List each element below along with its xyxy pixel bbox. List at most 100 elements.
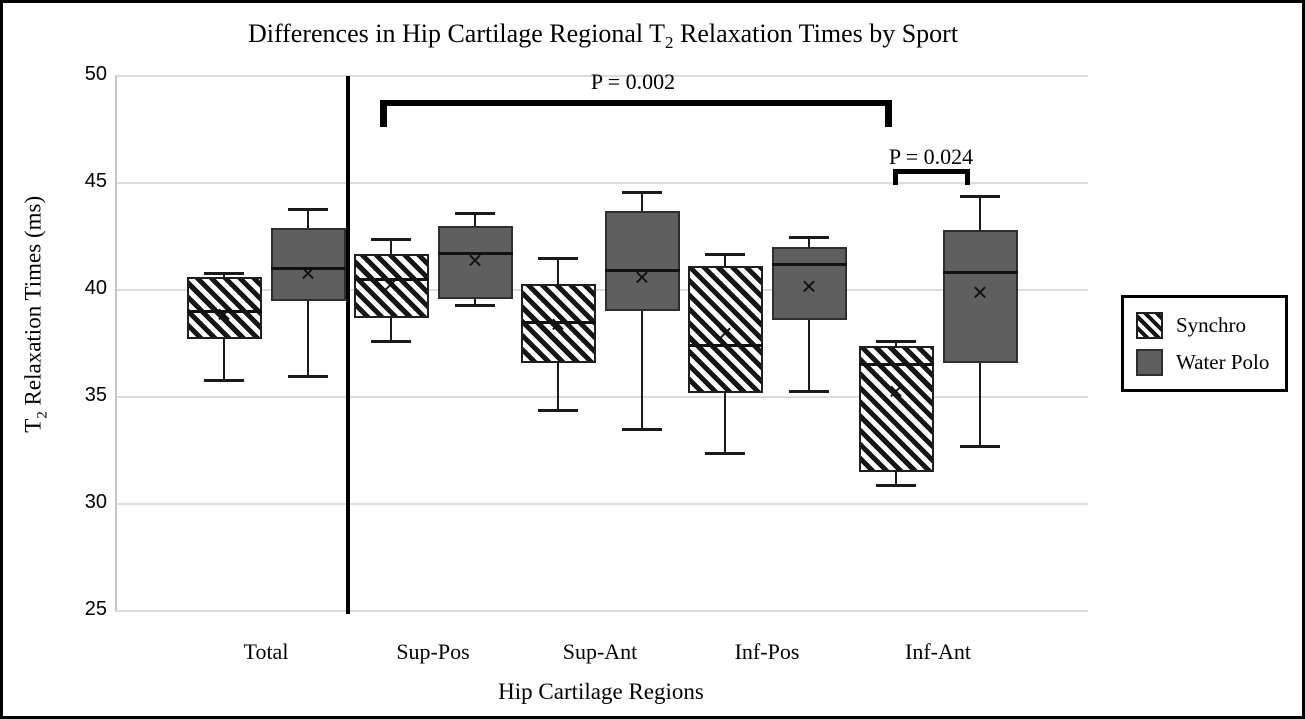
mean-marker-inf-pos-synchro: × — [717, 317, 733, 348]
gridline-30 — [115, 503, 1088, 505]
chart-title-subscript: 2 — [665, 33, 674, 53]
whisker-upper-sup-pos-synchro — [390, 238, 392, 254]
mean-marker-sup-ant-water-polo: × — [634, 262, 650, 293]
y-axis-title-subscript: 2 — [34, 411, 51, 419]
y-axis-title-text-2: Relaxation Times (ms) — [20, 195, 46, 412]
mean-marker-sup-ant-synchro: × — [550, 309, 566, 340]
whisker-lower-inf-ant-synchro — [895, 471, 897, 485]
y-tick-label-30: 30 — [84, 491, 107, 513]
gridline-45 — [115, 182, 1088, 184]
whisker-upper-inf-pos-water-polo — [808, 236, 810, 248]
box-total-synchro — [186, 277, 262, 340]
median-line-inf-pos-water-polo — [771, 262, 847, 266]
whisker-upper-inf-pos-synchro — [724, 253, 726, 267]
legend-label-synchro: Synchro — [1176, 312, 1246, 337]
whisker-cap-low-inf-pos-synchro — [705, 451, 745, 455]
box-sup-pos-water-polo — [437, 225, 513, 299]
x-category-label-inf-ant: Inf-Ant — [905, 639, 971, 664]
x-category-label-sup-ant: Sup-Ant — [562, 639, 638, 664]
whisker-lower-sup-ant-water-polo — [641, 311, 643, 430]
whisker-cap-high-sup-ant-synchro — [538, 256, 578, 260]
significance-bracket-p002-left-end — [380, 100, 387, 127]
significance-bracket-p002-bar — [380, 100, 892, 106]
whisker-upper-sup-ant-synchro — [557, 257, 559, 284]
water-polo-solid-swatch-icon — [1136, 348, 1163, 376]
significance-label-p002: P = 0.002 — [590, 69, 676, 94]
median-line-total-water-polo — [270, 267, 346, 271]
x-category-label-sup-pos: Sup-Pos — [396, 639, 470, 664]
total-vs-regions-divider — [346, 76, 350, 614]
whisker-cap-low-sup-ant-synchro — [538, 408, 578, 412]
gridline-25 — [115, 610, 1088, 612]
mean-marker-total-synchro: × — [216, 298, 232, 329]
whisker-lower-inf-pos-water-polo — [808, 319, 810, 391]
y-axis-title-text: T — [20, 418, 46, 433]
x-category-label-total: Total — [243, 639, 289, 664]
median-line-sup-ant-synchro — [520, 320, 596, 324]
median-line-inf-ant-synchro — [858, 363, 934, 367]
significance-bracket-p002-right-end — [885, 100, 892, 127]
mean-marker-inf-ant-synchro: × — [888, 375, 904, 406]
significance-label-p024: P = 0.024 — [888, 144, 974, 169]
gridline-40 — [115, 289, 1088, 291]
whisker-cap-low-sup-pos-water-polo — [455, 303, 495, 307]
legend-item-water-polo: Water Polo — [1136, 348, 1285, 376]
y-tick-label-25: 25 — [84, 598, 107, 620]
whisker-cap-high-sup-pos-synchro — [371, 237, 411, 241]
whisker-lower-total-water-polo — [307, 300, 309, 376]
gridline-35 — [115, 396, 1088, 398]
mean-marker-total-water-polo: × — [300, 257, 316, 288]
whisker-lower-sup-pos-water-polo — [474, 298, 476, 305]
whisker-upper-total-water-polo — [307, 208, 309, 228]
y-tick-label-45: 45 — [84, 170, 107, 192]
whisker-cap-high-inf-pos-synchro — [705, 252, 745, 256]
whisker-lower-inf-ant-water-polo — [979, 362, 981, 447]
chart-title-text-2: Relaxation Times by Sport — [673, 19, 959, 48]
legend-label-water-polo: Water Polo — [1176, 349, 1270, 374]
mean-marker-sup-pos-water-polo: × — [467, 245, 483, 276]
whisker-cap-low-total-water-polo — [288, 374, 328, 378]
gridline-50 — [115, 75, 1088, 77]
whisker-cap-high-total-water-polo — [288, 207, 328, 211]
box-inf-pos-synchro — [687, 266, 763, 393]
y-tick-label-35: 35 — [84, 384, 107, 406]
whisker-cap-low-inf-ant-synchro — [876, 483, 916, 487]
box-inf-pos-water-polo — [771, 247, 847, 320]
median-line-total-synchro — [186, 309, 262, 313]
y-tick-label-50: 50 — [84, 63, 107, 85]
whisker-lower-total-synchro — [223, 339, 225, 380]
whisker-cap-low-sup-ant-water-polo — [622, 428, 662, 432]
median-line-sup-pos-water-polo — [437, 252, 513, 256]
significance-bracket-p024-bar — [893, 169, 970, 174]
whisker-upper-sup-pos-water-polo — [474, 212, 476, 226]
y-axis-line — [115, 76, 117, 611]
whisker-cap-high-total-synchro — [204, 271, 244, 275]
mean-marker-sup-pos-synchro: × — [383, 268, 399, 299]
significance-bracket-p024-left-end — [893, 169, 898, 185]
legend-item-synchro: Synchro — [1136, 311, 1285, 339]
whisker-upper-inf-ant-synchro — [895, 341, 897, 346]
whisker-cap-low-inf-pos-water-polo — [789, 389, 829, 393]
median-line-inf-ant-water-polo — [942, 271, 1018, 275]
y-tick-label-40: 40 — [84, 277, 107, 299]
synchro-hatch-swatch-icon — [1136, 311, 1163, 339]
whisker-cap-high-inf-ant-synchro — [876, 340, 916, 344]
box-inf-ant-water-polo — [942, 230, 1018, 363]
whisker-lower-sup-ant-synchro — [557, 362, 559, 410]
x-category-label-inf-pos: Inf-Pos — [734, 639, 800, 664]
chart-title-text: Differences in Hip Cartilage Regional T — [247, 19, 666, 48]
whisker-cap-low-sup-pos-synchro — [371, 340, 411, 344]
median-line-inf-pos-synchro — [687, 344, 763, 348]
whisker-cap-high-sup-ant-water-polo — [622, 190, 662, 194]
box-sup-pos-synchro — [353, 253, 429, 318]
x-axis-title: Hip Cartilage Regions — [498, 679, 704, 704]
box-sup-ant-water-polo — [604, 210, 680, 312]
whisker-cap-high-inf-ant-water-polo — [960, 194, 1000, 198]
whisker-cap-high-sup-pos-water-polo — [455, 211, 495, 215]
box-inf-ant-synchro — [858, 345, 934, 472]
significance-bracket-p024-right-end — [965, 169, 970, 185]
whisker-lower-sup-pos-synchro — [390, 317, 392, 342]
y-axis-title: T2 Relaxation Times (ms) — [21, 174, 52, 454]
whisker-cap-low-inf-ant-water-polo — [960, 445, 1000, 449]
whisker-upper-inf-ant-water-polo — [979, 195, 981, 231]
